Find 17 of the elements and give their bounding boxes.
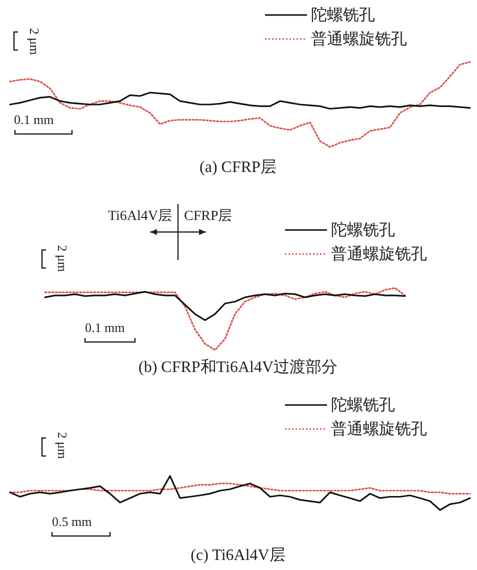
- legend-label: 陀螺铣孔: [331, 396, 395, 414]
- legend-label: 普通螺旋铣孔: [331, 245, 427, 263]
- annotation: 0.1 mm: [85, 320, 125, 335]
- annotation: 0.1 mm: [14, 112, 54, 127]
- legend-label: 普通螺旋铣孔: [311, 30, 407, 48]
- text: Ti6Al4V层: [108, 209, 172, 224]
- text: 2 μm: [27, 28, 42, 55]
- text: (a) CFRP层: [200, 159, 276, 176]
- text: 0.5 mm: [52, 514, 92, 529]
- text: CFRP层: [184, 209, 232, 224]
- text: (b) CFRP和Ti6Al4V过渡部分: [138, 358, 338, 376]
- legend-label: 陀螺铣孔: [311, 6, 375, 24]
- text: 2 μm: [55, 245, 70, 272]
- text: (c) Ti6Al4V层: [190, 547, 286, 564]
- legend-label: 陀螺铣孔: [331, 221, 395, 239]
- text: 2 μm: [55, 432, 70, 459]
- legend-label: 普通螺旋铣孔: [331, 420, 427, 438]
